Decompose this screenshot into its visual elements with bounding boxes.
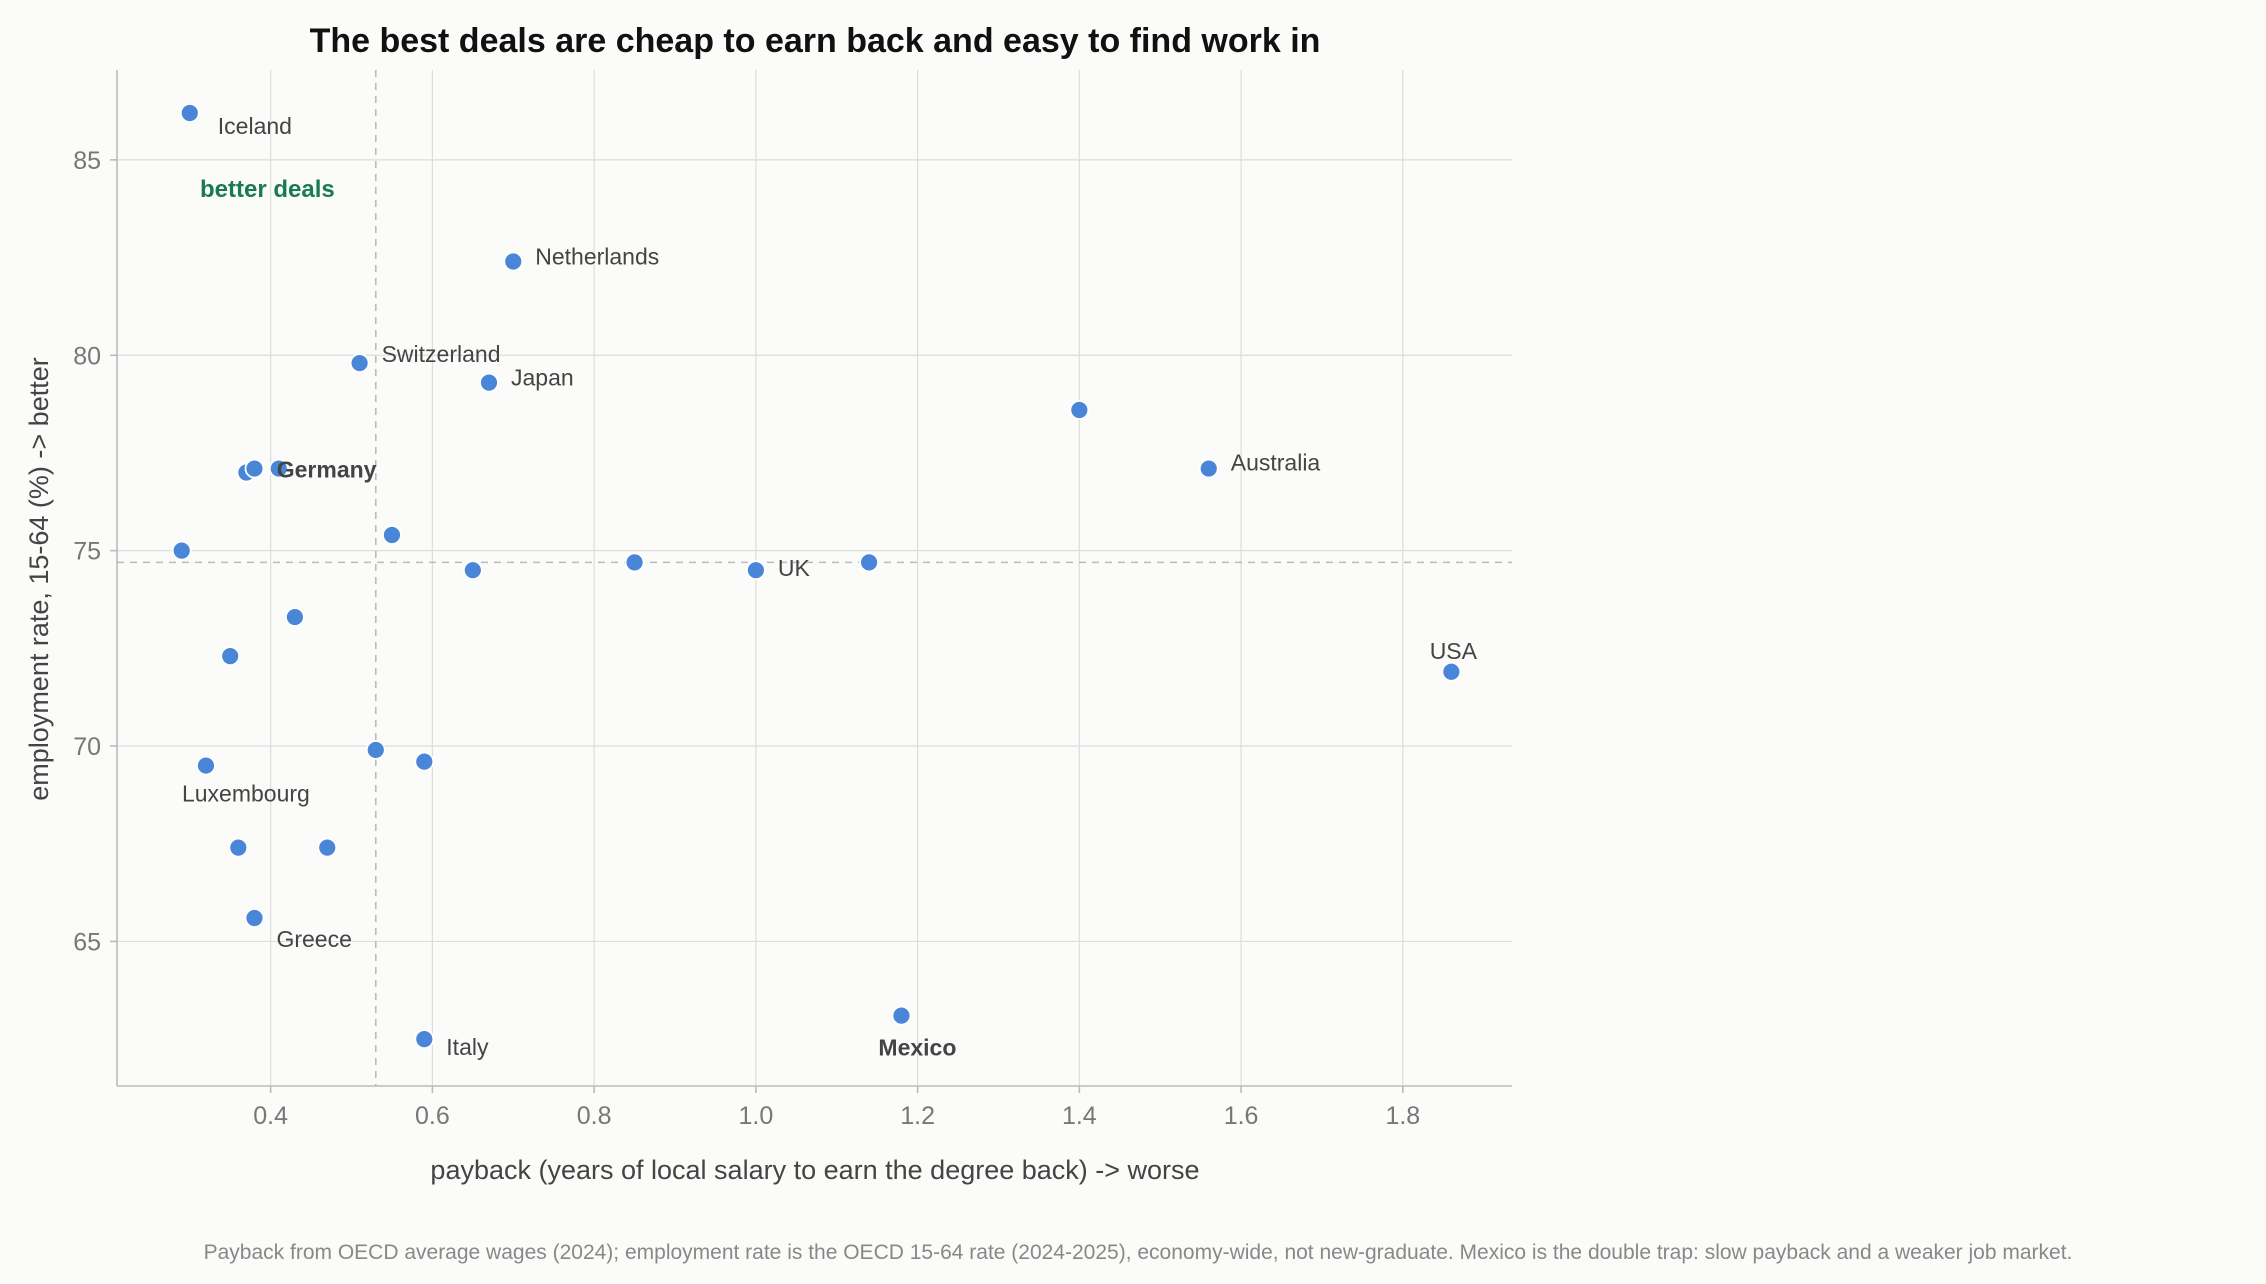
data-point <box>382 525 402 545</box>
data-point <box>859 552 879 573</box>
x-tick-label: 1.2 <box>900 1102 935 1130</box>
x-tick-label: 1.4 <box>1062 1102 1097 1130</box>
data-point <box>244 458 265 479</box>
grid-lines <box>117 70 1512 1086</box>
y-axis-label: employment rate, 15-64 (%) -> better <box>24 357 54 800</box>
chart-caption: Payback from OECD average wages (2024); … <box>204 1241 2073 1264</box>
x-tick-label: 0.4 <box>253 1102 288 1130</box>
data-point <box>349 353 370 373</box>
data-point <box>479 372 499 393</box>
data-point <box>220 646 241 667</box>
point-label: Iceland <box>218 113 292 139</box>
x-tick-label: 0.8 <box>577 1102 612 1130</box>
axes-spines <box>116 70 1512 1087</box>
data-point <box>462 560 483 581</box>
data-point <box>244 908 265 928</box>
data-point <box>228 837 249 858</box>
point-label: Australia <box>1231 450 1321 476</box>
x-tick-label: 1.6 <box>1224 1102 1259 1130</box>
x-tick-label: 1.0 <box>738 1102 773 1130</box>
data-points <box>171 103 1462 1050</box>
data-point <box>891 1005 912 1026</box>
point-label: Greece <box>276 926 351 952</box>
data-point <box>1441 661 1462 682</box>
data-point <box>503 251 524 272</box>
data-point <box>745 560 766 581</box>
y-tick-label: 70 <box>73 733 101 761</box>
chart-title: The best deals are cheap to earn back an… <box>310 22 1321 60</box>
point-label: Luxembourg <box>182 781 310 807</box>
data-point <box>1198 458 1219 479</box>
point-label: Italy <box>446 1034 489 1060</box>
data-point <box>365 740 386 760</box>
data-point <box>624 552 645 573</box>
point-label: USA <box>1430 638 1478 664</box>
data-point <box>196 755 216 776</box>
y-tick-label: 75 <box>73 538 101 566</box>
x-tick-label: 1.8 <box>1385 1102 1420 1130</box>
point-label: Japan <box>511 365 574 391</box>
point-label: Netherlands <box>535 243 659 269</box>
y-tick-label: 65 <box>73 928 101 956</box>
data-point <box>414 751 435 772</box>
reference-lines <box>117 70 1512 1086</box>
point-label: Mexico <box>878 1035 956 1061</box>
data-point <box>285 607 305 627</box>
point-label: UK <box>778 555 811 581</box>
data-point <box>317 837 338 858</box>
tick-labels: 0.4 0.6 0.8 1.0 1.2 1.4 1.6 1.8 65 70 75 80 85 <box>73 147 1420 1130</box>
data-point <box>179 103 200 123</box>
data-point <box>1069 400 1090 420</box>
quadrant-label: better deals <box>200 176 335 203</box>
y-tick-label: 85 <box>73 147 101 175</box>
data-point <box>268 458 289 479</box>
data-point <box>414 1029 435 1050</box>
point-label: Switzerland <box>382 341 501 367</box>
y-tick-label: 80 <box>73 342 101 370</box>
x-tick-label: 0.6 <box>415 1102 450 1130</box>
x-axis-label: payback (years of local salary to earn t… <box>430 1155 1199 1185</box>
data-point <box>171 540 192 561</box>
point-labels: Iceland Netherlands Switzerland Japan Austra… <box>182 113 1478 1061</box>
point-label: Germany <box>277 457 377 483</box>
